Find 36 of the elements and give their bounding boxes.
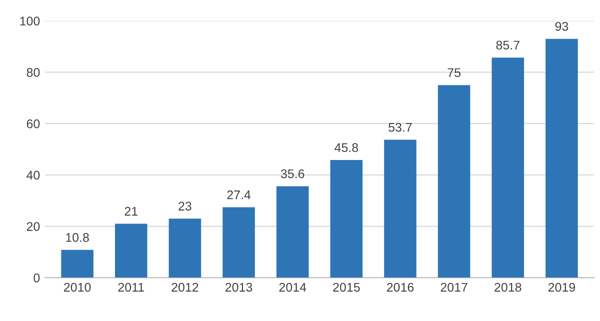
data-label: 35.6 [280,169,304,178]
y-tick-label: 20 [26,222,40,231]
x-tick-label: 2015 [333,282,360,292]
bar [168,218,202,278]
data-label: 75 [448,68,460,78]
y-tick-label: 100 [20,16,40,26]
x-tick-label: 2012 [172,282,198,292]
x-tick-label: 2011 [118,282,144,292]
bar [276,186,309,278]
bar [222,207,255,278]
data-label: 27.4 [227,190,251,200]
y-tick-label: 60 [26,119,40,128]
x-tick-label: 2017 [440,282,468,292]
data-label: 93 [555,22,568,31]
data-label: 10.8 [66,233,89,242]
bar [492,58,524,278]
data-label: 21 [124,206,138,216]
x-tick-label: 2013 [225,282,252,292]
bar [384,140,416,278]
x-tick-label: 2010 [64,282,91,292]
x-tick-label: 2019 [548,282,576,292]
bar [61,250,94,278]
bar [438,85,470,278]
x-tick-label: 2014 [279,282,306,292]
y-tick-label: 80 [26,68,40,77]
y-tick-label: 40 [26,170,40,180]
data-label: 45.8 [334,143,358,152]
data-label: 23 [178,202,192,211]
bar [330,160,363,278]
x-tick-label: 2018 [494,282,522,292]
data-label: 85.7 [496,40,520,50]
bar [546,38,578,278]
data-label: 53.7 [388,122,412,132]
bar [114,224,148,278]
y-tick-label: 0 [34,273,40,282]
x-tick-label: 2016 [386,282,414,292]
